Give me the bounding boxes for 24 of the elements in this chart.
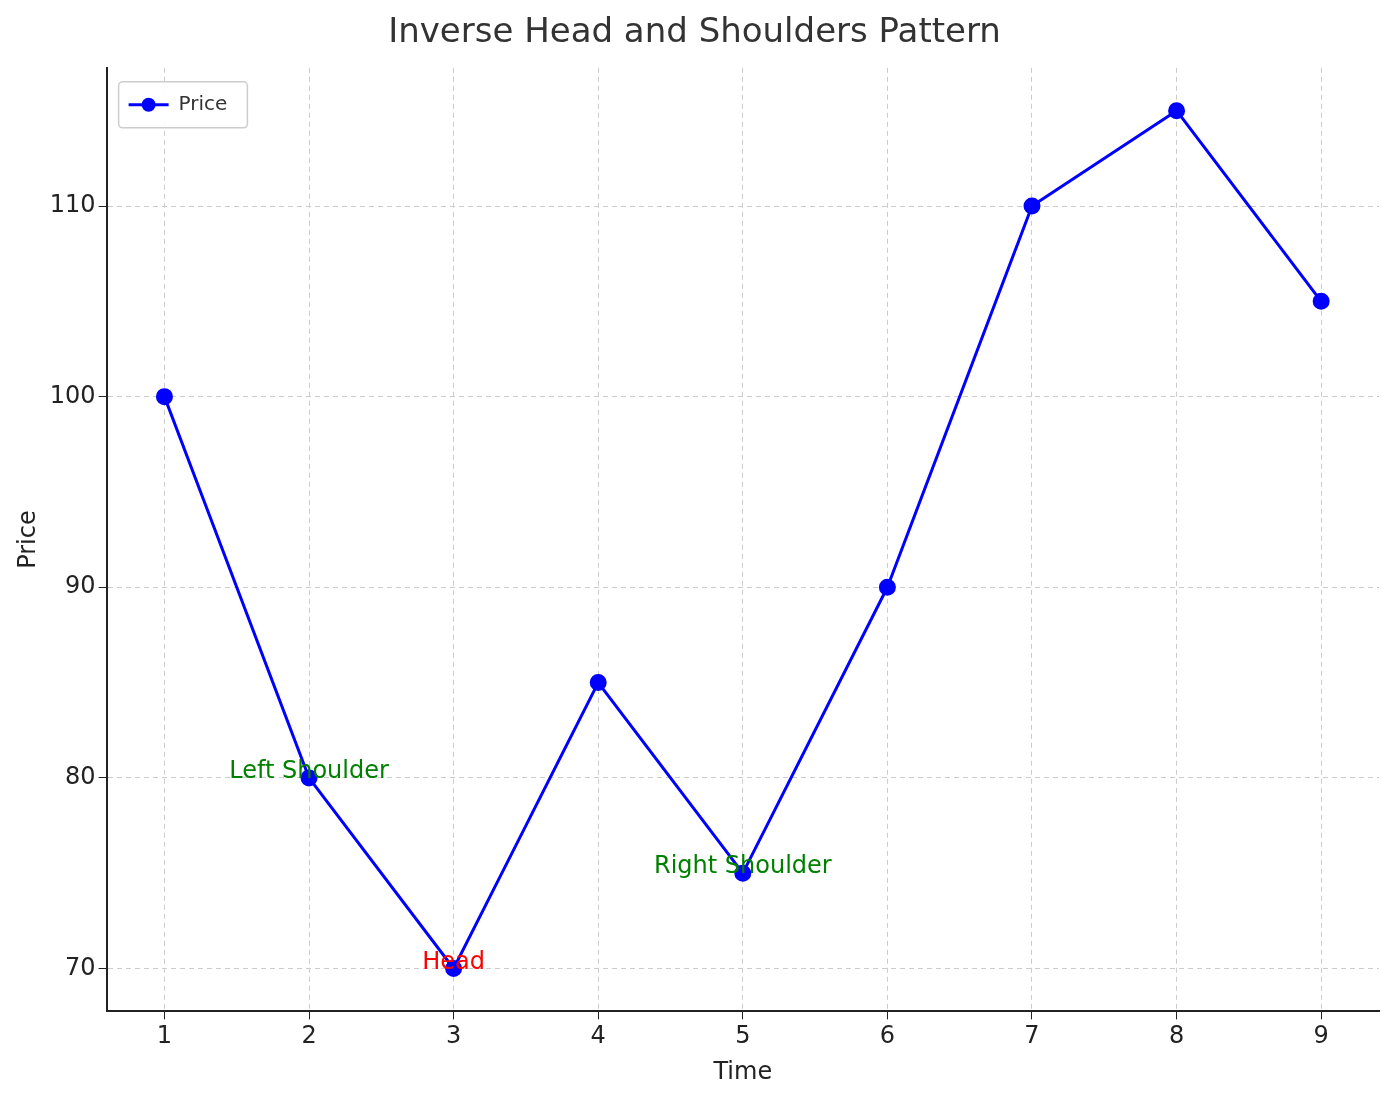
y-tick-label: 110: [49, 190, 96, 219]
x-tick-label: 1: [156, 1021, 173, 1050]
point: [589, 674, 607, 692]
y-tick-label: 90: [65, 571, 96, 600]
x-tick-label: 4: [590, 1021, 606, 1050]
x-axis-title: Time: [712, 1056, 773, 1085]
y-tick-label: 80: [65, 762, 96, 791]
x-tick-label: 5: [735, 1021, 751, 1050]
point: [1312, 292, 1330, 310]
point: [1168, 102, 1186, 120]
y-axis-title: Price: [12, 510, 41, 569]
x-tick-label: 3: [445, 1021, 462, 1050]
point: [878, 578, 896, 596]
chart-title: Inverse Head and Shoulders Pattern: [388, 10, 1001, 51]
x-tick-label: 7: [1024, 1021, 1040, 1050]
y-tick-label: 100: [49, 380, 96, 409]
x-tick-label: 9: [1313, 1021, 1329, 1050]
y-tick-label: 70: [65, 952, 96, 981]
x-tick-label: 8: [1168, 1021, 1185, 1050]
point: [1023, 197, 1041, 215]
x-tick-label: 6: [879, 1021, 896, 1050]
point: [155, 388, 173, 406]
legend-label: Price: [178, 91, 228, 115]
x-tick-label: 2: [301, 1021, 317, 1050]
